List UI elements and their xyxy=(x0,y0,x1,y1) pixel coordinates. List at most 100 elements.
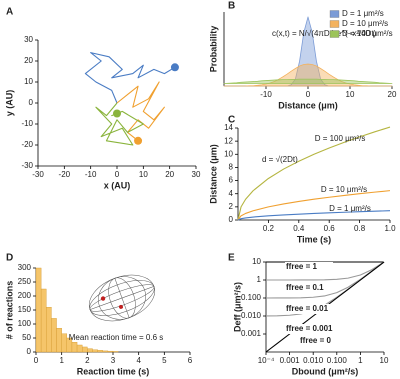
x-tick-label: 5 xyxy=(162,356,167,365)
y-tick-label: 8 xyxy=(229,163,234,172)
x-tick-label: 0.2 xyxy=(263,224,275,233)
bar xyxy=(102,350,109,353)
line xyxy=(237,190,391,221)
legend-bg xyxy=(285,262,333,272)
y-tick-label: -30 xyxy=(21,161,33,170)
annotation: D = 10 μm²/s xyxy=(321,185,367,194)
bar xyxy=(107,350,114,353)
y-tick-label: 10 xyxy=(24,77,33,86)
y-tick-label: -20 xyxy=(21,140,33,149)
y-tick-label: 0.010 xyxy=(241,311,262,320)
line xyxy=(95,102,144,146)
y-axis-label: y (AU) xyxy=(4,90,14,117)
x-tick-label: -30 xyxy=(32,170,44,179)
legend-label: D = 10 μm²/s xyxy=(342,19,388,28)
y-tick-label: 0 xyxy=(27,347,32,356)
x-tick-label: 10 xyxy=(346,90,355,99)
y-tick-label: 0.100 xyxy=(241,293,262,302)
y-tick-label: 1 xyxy=(257,275,262,284)
x-tick-label: 0.001 xyxy=(280,356,301,365)
line xyxy=(84,52,176,104)
panel-label: E xyxy=(228,253,235,264)
bar xyxy=(56,328,62,353)
line xyxy=(237,126,391,221)
bar xyxy=(71,342,78,353)
x-tick-label: 3 xyxy=(111,356,116,365)
x-tick-label: 0 xyxy=(115,170,120,179)
x-axis-label: Reaction time (s) xyxy=(77,366,150,376)
legend-label: ffree = 0.1 xyxy=(286,283,324,292)
x-tick-label: 6 xyxy=(188,356,193,365)
panel-label: C xyxy=(228,115,235,126)
x-tick-label: 1 xyxy=(358,356,363,365)
bar xyxy=(35,267,42,353)
legend-bg xyxy=(299,336,347,346)
x-tick-label: 10⁻⁴ xyxy=(258,356,275,365)
legend-bg xyxy=(285,324,333,334)
line xyxy=(266,261,385,281)
annotation: Mean reaction time = 0.6 s xyxy=(69,333,164,342)
panel-label: A xyxy=(6,7,13,18)
x-tick-label: 20 xyxy=(388,90,397,99)
legend-label: ffree = 1 xyxy=(286,262,317,271)
y-tick-label: 50 xyxy=(22,333,31,342)
bar xyxy=(76,344,83,353)
y-tick-label: 150 xyxy=(18,305,32,314)
x-tick-label: -10 xyxy=(260,90,272,99)
y-tick-label: 6 xyxy=(229,176,234,185)
x-tick-label: 0.6 xyxy=(324,224,336,233)
legend-label: ffree = 0.001 xyxy=(286,324,333,333)
legend-bg xyxy=(285,283,333,293)
x-axis-label: Dbound (μm²/s) xyxy=(292,366,359,376)
legend-label: D = 100 μm²/s xyxy=(342,29,393,38)
x-axis-label: Distance (μm) xyxy=(278,100,338,110)
y-tick-label: 250 xyxy=(18,277,32,286)
x-tick-label: 0.4 xyxy=(293,224,305,233)
annotation: d = √(2Dt) xyxy=(262,155,298,164)
y-axis-label: Deff (μm²/s) xyxy=(232,282,242,332)
x-tick-label: 2 xyxy=(85,356,90,365)
area xyxy=(223,78,393,84)
x-tick-label: 0 xyxy=(34,356,39,365)
y-tick-label: 200 xyxy=(18,291,32,300)
bar xyxy=(61,333,68,353)
bar xyxy=(46,307,52,353)
bar xyxy=(51,318,57,353)
y-tick-label: 14 xyxy=(224,123,233,132)
y-tick-label: 4 xyxy=(229,189,234,198)
end-marker xyxy=(170,63,179,72)
y-tick-label: 20 xyxy=(24,56,33,65)
bar xyxy=(40,288,47,353)
x-tick-label: 0.8 xyxy=(354,224,366,233)
panel-label: D xyxy=(6,253,13,264)
bar xyxy=(112,351,119,353)
y-tick-label: 0 xyxy=(29,98,34,107)
x-tick-label: 20 xyxy=(165,170,174,179)
x-tick-label: 1.0 xyxy=(384,224,396,233)
annotation: c(x,t) = N/√(4πDt) e^(−x²/4Dt) xyxy=(272,29,377,38)
x-axis-label: Time (s) xyxy=(297,234,331,244)
y-axis-label: # of reactions xyxy=(4,281,14,340)
legend-bg xyxy=(285,304,333,314)
x-tick-label: 0.100 xyxy=(327,356,348,365)
y-tick-label: 300 xyxy=(18,263,32,272)
y-tick-label: 0 xyxy=(229,215,234,224)
bar xyxy=(81,346,88,353)
x-tick-label: 0 xyxy=(306,90,311,99)
y-tick-label: 0.001 xyxy=(241,329,262,338)
y-tick-label: 30 xyxy=(24,35,33,44)
y-tick-label: 10 xyxy=(252,257,261,266)
legend-label: ffree = 0 xyxy=(300,336,331,345)
y-axis-label: Distance (μm) xyxy=(208,144,218,204)
annotation: D = 1 μm²/s xyxy=(329,204,371,213)
annotation: D = 100 μm²/s xyxy=(315,134,366,143)
y-tick-label: 10 xyxy=(224,149,233,158)
panel-label: B xyxy=(228,1,235,12)
x-tick-label: 30 xyxy=(192,170,201,179)
bar xyxy=(92,349,98,353)
y-tick-label: 2 xyxy=(229,202,234,211)
legend-label: ffree = 0.01 xyxy=(286,304,329,313)
area xyxy=(223,63,393,87)
x-tick-label: 4 xyxy=(136,356,141,365)
